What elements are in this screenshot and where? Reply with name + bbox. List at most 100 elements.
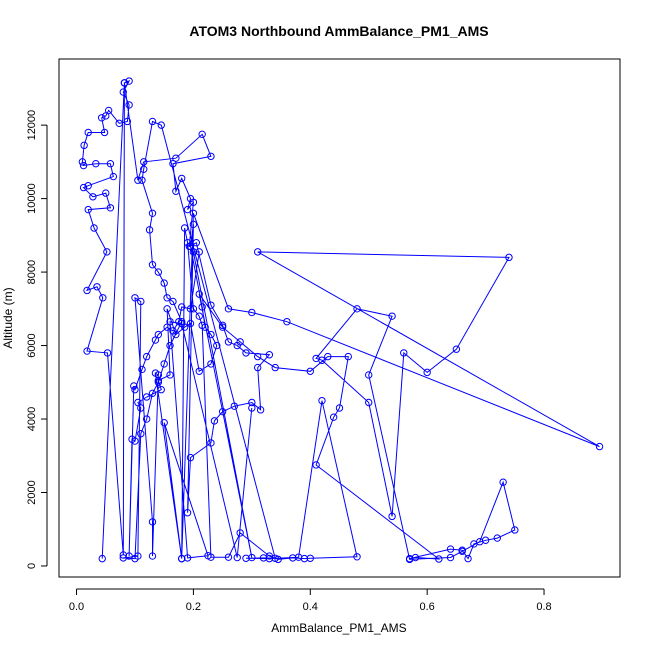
y-tick-label: 6000 xyxy=(26,333,38,357)
data-point xyxy=(186,453,195,462)
data-point xyxy=(169,160,177,168)
data-point xyxy=(106,160,115,168)
data-point xyxy=(172,187,180,195)
data-point xyxy=(405,555,414,564)
data-point xyxy=(236,338,244,346)
data-point xyxy=(183,509,192,517)
data-point xyxy=(192,238,201,247)
data-point xyxy=(271,554,279,562)
data-point xyxy=(115,119,123,127)
data-point xyxy=(163,305,171,313)
data-point xyxy=(198,303,206,311)
data-point xyxy=(100,128,109,137)
data-point xyxy=(99,294,107,302)
data-point xyxy=(423,368,431,377)
plot-area-frame xyxy=(58,58,621,578)
data-point xyxy=(283,317,291,326)
y-axis: 0 2000 4000 6000 8000 10000 12000 xyxy=(26,110,48,569)
data-point xyxy=(183,554,192,562)
data-point xyxy=(148,389,157,398)
data-point xyxy=(248,398,256,407)
y-tick-label: 0 xyxy=(26,563,38,569)
data-point xyxy=(329,413,338,421)
data-point xyxy=(452,345,461,353)
data-point xyxy=(511,526,519,534)
data-point xyxy=(166,371,174,379)
data-point xyxy=(353,305,361,313)
data-point xyxy=(189,209,198,217)
data-point xyxy=(388,512,396,521)
data-point xyxy=(157,385,165,394)
data-point xyxy=(312,461,320,469)
data-point xyxy=(138,176,146,184)
data-point xyxy=(224,553,233,561)
data-point xyxy=(505,253,513,262)
data-point xyxy=(123,117,132,126)
data-point xyxy=(318,356,326,364)
data-point xyxy=(166,317,174,326)
data-point xyxy=(236,529,244,537)
data-point xyxy=(154,378,163,386)
data-point xyxy=(79,161,88,170)
data-point xyxy=(93,283,101,291)
data-point xyxy=(365,398,373,407)
data-point xyxy=(198,130,206,139)
y-tick-label: 8000 xyxy=(26,260,38,284)
data-point xyxy=(365,371,373,379)
data-point xyxy=(125,77,133,85)
data-point xyxy=(137,297,145,306)
data-point xyxy=(353,553,361,561)
data-point xyxy=(169,327,177,335)
data-point xyxy=(166,341,174,350)
data-point xyxy=(148,209,157,217)
data-point xyxy=(233,553,241,562)
data-point xyxy=(248,308,256,317)
data-point xyxy=(207,301,215,309)
data-point xyxy=(103,349,112,357)
data-point xyxy=(90,224,98,232)
data-point xyxy=(271,363,279,372)
data-point xyxy=(306,367,314,375)
data-point xyxy=(210,417,219,425)
data-point xyxy=(253,363,262,372)
data-point xyxy=(464,554,472,563)
data-point xyxy=(493,534,501,542)
data-point xyxy=(148,552,157,560)
data-point xyxy=(145,226,154,234)
data-point xyxy=(160,360,168,368)
data-point xyxy=(189,220,198,229)
data-point xyxy=(195,367,203,375)
data-point xyxy=(109,172,118,181)
data-point xyxy=(83,347,91,355)
data-point xyxy=(140,158,148,166)
data-point xyxy=(137,404,145,412)
data-point xyxy=(306,554,314,562)
data-point xyxy=(148,261,157,269)
data-point xyxy=(207,439,215,447)
data-point xyxy=(242,349,250,357)
x-axis: 0.0 0.2 0.4 0.6 0.8 xyxy=(69,588,552,613)
x-tick-label: 0.6 xyxy=(420,601,435,613)
y-tick-label: 12000 xyxy=(26,110,38,141)
data-point xyxy=(204,551,212,560)
data-point xyxy=(294,553,303,561)
data-point xyxy=(130,382,138,390)
data-point xyxy=(134,398,142,407)
data-point xyxy=(154,330,163,339)
data-point xyxy=(183,238,192,247)
data-point xyxy=(207,360,215,368)
data-point xyxy=(265,351,274,359)
data-point xyxy=(318,396,326,405)
data-point xyxy=(335,404,344,412)
data-point xyxy=(259,554,268,562)
data-point xyxy=(198,321,206,330)
data-point xyxy=(499,478,507,486)
data-point xyxy=(103,248,111,256)
y-tick-label: 10000 xyxy=(26,183,38,214)
data-point xyxy=(89,193,97,201)
data-point xyxy=(458,547,466,555)
data-point xyxy=(160,279,168,287)
data-point xyxy=(157,121,165,129)
x-tick-label: 0.0 xyxy=(69,601,84,613)
